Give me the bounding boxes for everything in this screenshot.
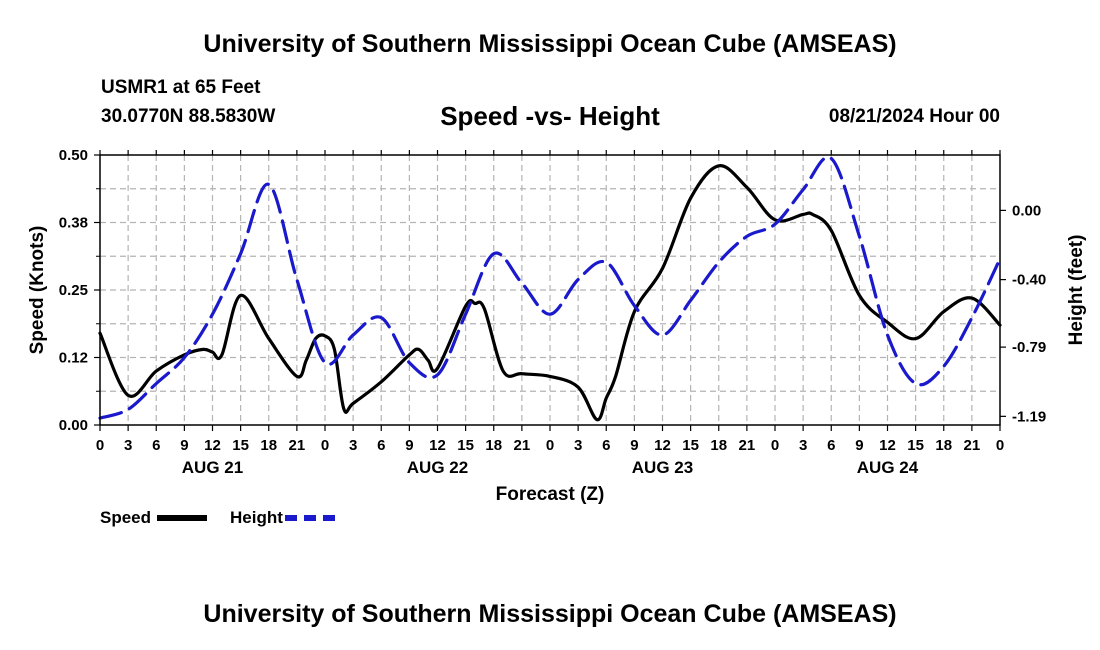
page-title: University of Southern Mississippi Ocean… — [203, 30, 897, 58]
y-tick-label: 0.50 — [59, 147, 88, 164]
y2-tick-label: -0.40 — [1012, 272, 1046, 289]
x-axis-label: Forecast (Z) — [496, 484, 605, 505]
legend-item-height: Height — [230, 508, 335, 528]
footer-title: University of Southern Mississippi Ocean… — [203, 600, 897, 628]
x-tick-label: 0 — [546, 437, 554, 454]
x-tick-label: 9 — [630, 437, 638, 454]
legend-item-speed: Speed — [100, 508, 208, 528]
x-tick-label: 15 — [457, 437, 474, 454]
y2-tick-label: -0.79 — [1012, 339, 1046, 356]
x-tick-label: 15 — [232, 437, 249, 454]
x-tick-label: 9 — [405, 437, 413, 454]
x-tick-label: 12 — [879, 437, 896, 454]
legend-height-label: Height — [230, 508, 283, 527]
x-tick-label: 21 — [964, 437, 981, 454]
x-tick-label: 15 — [907, 437, 924, 454]
x-day-label: AUG 24 — [857, 458, 919, 477]
y-tick-label: 0.12 — [59, 350, 88, 367]
x-tick-label: 21 — [739, 437, 756, 454]
x-tick-label: 6 — [377, 437, 385, 454]
series — [98, 155, 1002, 422]
y-tick-label: 0.00 — [59, 417, 88, 434]
y-tick-label: 0.38 — [59, 215, 88, 232]
grid — [100, 155, 1000, 425]
x-day-label: AUG 23 — [632, 458, 693, 477]
x-tick-label: 3 — [349, 437, 357, 454]
x-tick-label: 9 — [180, 437, 188, 454]
x-day-label: AUG 22 — [407, 458, 468, 477]
legend-speed-label: Speed — [100, 508, 152, 527]
x-tick-label: 0 — [321, 437, 329, 454]
x-tick-label: 12 — [204, 437, 221, 454]
x-tick-label: 21 — [514, 437, 531, 454]
x-tick-label: 9 — [855, 437, 863, 454]
x-tick-label: 18 — [260, 437, 277, 454]
y2-tick-label: 0.00 — [1012, 202, 1041, 219]
x-tick-label: 18 — [485, 437, 502, 454]
series-line-height — [98, 155, 1002, 420]
x-tick-label: 0 — [771, 437, 779, 454]
x-day-label: AUG 21 — [182, 458, 243, 477]
legend-speed-swatch — [157, 515, 208, 521]
x-tick-label: 6 — [827, 437, 835, 454]
x-tick-label: 18 — [710, 437, 727, 454]
x-tick-label: 21 — [289, 437, 306, 454]
x-tick-label: 12 — [654, 437, 671, 454]
series-line-speed — [98, 164, 1002, 422]
plot-frame — [99, 154, 1001, 426]
forecast-date: 08/21/2024 Hour 00 — [828, 106, 1000, 127]
x-tick-label: 0 — [96, 437, 104, 454]
station-label: USMR1 at 65 Feet — [101, 77, 261, 98]
x-tick-label: 0 — [996, 437, 1004, 454]
chart-title: Speed -vs- Height — [440, 101, 660, 131]
x-tick-label: 12 — [429, 437, 446, 454]
y-axis-label: Speed (Knots) — [27, 226, 48, 355]
x-tick-label: 3 — [799, 437, 807, 454]
x-tick-label: 6 — [152, 437, 160, 454]
axes: 0 3 6 9 12 15 18 21 0 3 6 9 12 15 18 21 0 3 6 9 12 15 18 21 0 3 6 9… — [59, 147, 1046, 477]
legend-height-swatch — [284, 515, 335, 521]
x-tick-label: 18 — [935, 437, 952, 454]
y2-tick-label: -1.19 — [1012, 408, 1046, 425]
x-tick-label: 6 — [602, 437, 610, 454]
y2-axis-label: Height (feet) — [1066, 235, 1087, 346]
x-tick-label: 3 — [124, 437, 132, 454]
coordinates-label: 30.0770N 88.5830W — [101, 106, 276, 127]
y-tick-label: 0.25 — [59, 282, 88, 299]
x-tick-label: 3 — [574, 437, 582, 454]
x-tick-label: 15 — [682, 437, 699, 454]
